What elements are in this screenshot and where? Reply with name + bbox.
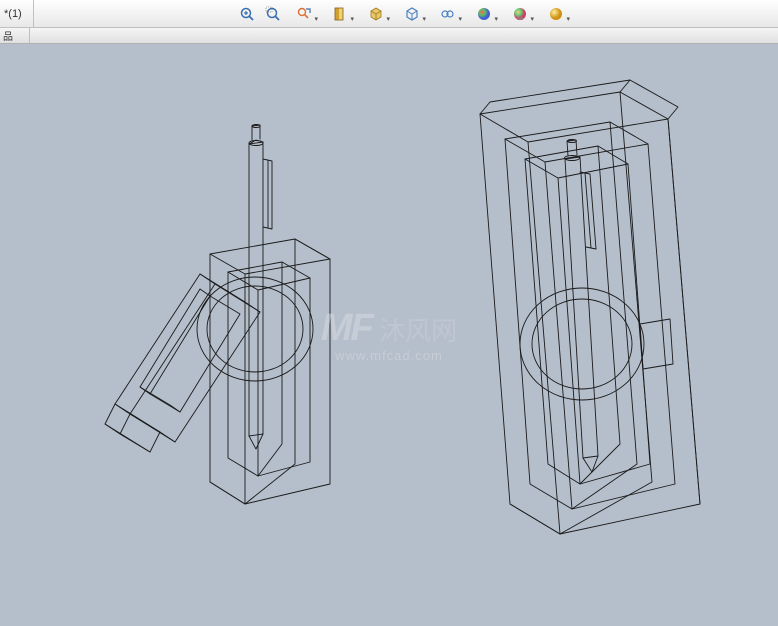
- appearance-icon[interactable]: [469, 4, 499, 24]
- view-toolbar: [34, 4, 774, 24]
- render-icon[interactable]: [541, 4, 571, 24]
- secondary-fragment: 品: [0, 28, 30, 43]
- graphics-viewport[interactable]: MF 沐风网 www.mfcad.com: [0, 44, 778, 626]
- zoom-dynamic-icon[interactable]: [289, 4, 319, 24]
- right-assembly: [480, 80, 700, 534]
- display-style-icon[interactable]: [361, 4, 391, 24]
- left-assembly: [105, 125, 330, 505]
- secondary-toolbar: 品: [0, 28, 778, 44]
- view-orientation-icon[interactable]: [397, 4, 427, 24]
- section-view-icon[interactable]: [325, 4, 355, 24]
- scene-icon[interactable]: [505, 4, 535, 24]
- wireframe-drawing: [0, 44, 778, 626]
- main-toolbar: *(1): [0, 0, 778, 28]
- hide-show-icon[interactable]: [433, 4, 463, 24]
- zoom-fit-icon[interactable]: [237, 4, 257, 24]
- secondary-label: 品: [3, 28, 13, 43]
- toolbar-left-fragment: *(1): [4, 0, 34, 27]
- menu-fragment-label: *(1): [4, 8, 22, 20]
- zoom-area-icon[interactable]: [263, 4, 283, 24]
